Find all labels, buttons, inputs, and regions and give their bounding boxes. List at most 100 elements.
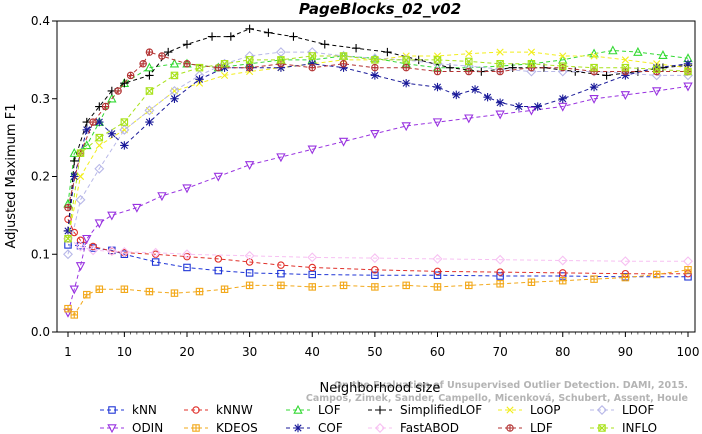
- data-point: [277, 261, 285, 269]
- data-point: [76, 149, 85, 157]
- data-point: [633, 46, 643, 56]
- data-point: [226, 32, 236, 41]
- data-point: [182, 40, 192, 49]
- data-point: [432, 253, 443, 264]
- legend-item-ldof: LDOF: [590, 403, 654, 417]
- series-line-knnw: [67, 219, 688, 275]
- data-point: [69, 147, 79, 157]
- data-point: [245, 24, 254, 33]
- data-point: [183, 60, 191, 68]
- y-axis: 0.0 0.1 0.2 0.3 0.4: [31, 14, 57, 339]
- data-point: [244, 161, 255, 171]
- data-point: [183, 263, 191, 272]
- data-point: [220, 71, 229, 80]
- data-point: [559, 52, 567, 60]
- data-point: [182, 249, 192, 260]
- data-point: [195, 75, 204, 84]
- data-point: [589, 48, 599, 58]
- legend-label: ODIN: [132, 421, 163, 434]
- data-point: [158, 52, 166, 60]
- data-point: [89, 242, 97, 251]
- legend-item-loop: LoOP: [498, 403, 561, 417]
- x-axis-label: Neighborhood size: [320, 381, 441, 396]
- data-point: [195, 287, 204, 296]
- data-point: [683, 82, 693, 92]
- data-point: [401, 79, 411, 88]
- data-point: [683, 256, 693, 267]
- legend-marker: [192, 424, 200, 432]
- legend-item-knn: kNN: [100, 403, 157, 417]
- data-point: [308, 52, 316, 60]
- data-point: [371, 266, 379, 274]
- data-point: [64, 203, 72, 212]
- watermark-line-1: On the Evaluation of Unsupervised Outlie…: [334, 380, 688, 391]
- data-point: [602, 71, 611, 80]
- series-ldf: [64, 48, 692, 212]
- data-point: [684, 67, 692, 76]
- x-tick-label: 50: [367, 345, 382, 359]
- series-fastabod: [63, 233, 693, 267]
- data-point: [371, 271, 379, 279]
- data-point: [433, 67, 442, 76]
- data-point: [496, 48, 504, 56]
- series-inflo: [64, 52, 692, 243]
- data-point: [338, 137, 349, 147]
- legend-item-simplifiedlof: SimplifiedLOF: [368, 403, 482, 417]
- data-point: [620, 91, 631, 101]
- legend-label: COF: [318, 421, 343, 434]
- x-tick-label: 90: [618, 345, 633, 359]
- data-point: [114, 87, 122, 95]
- data-point: [621, 56, 629, 64]
- series-cof: [63, 59, 693, 236]
- data-point: [371, 63, 379, 72]
- data-point: [63, 226, 73, 236]
- data-point: [452, 90, 461, 100]
- legend-marker: [598, 424, 606, 432]
- data-point: [684, 266, 692, 274]
- data-point: [245, 281, 254, 290]
- data-point: [621, 71, 630, 80]
- data-point: [64, 304, 72, 313]
- data-point: [620, 256, 631, 267]
- data-point: [213, 172, 224, 182]
- data-point: [75, 194, 86, 205]
- y-tick-label: 0.0: [31, 325, 50, 339]
- data-point: [652, 270, 661, 279]
- data-point: [320, 40, 329, 49]
- data-point: [76, 172, 85, 181]
- data-point: [75, 241, 86, 252]
- data-point: [70, 172, 79, 181]
- legend-item-knnw: kNNW: [184, 403, 253, 417]
- data-point: [89, 118, 97, 126]
- data-point: [590, 52, 598, 60]
- data-point: [195, 63, 204, 72]
- legend-label: LOF: [318, 403, 341, 417]
- data-point: [106, 246, 117, 257]
- data-point: [371, 56, 379, 64]
- legend-label: KDEOS: [216, 421, 258, 434]
- data-point: [370, 71, 380, 80]
- data-point: [276, 63, 286, 72]
- data-point: [70, 156, 79, 166]
- data-point: [496, 268, 504, 276]
- data-point: [402, 63, 410, 72]
- data-point: [401, 122, 411, 132]
- data-point: [170, 71, 179, 80]
- data-point: [119, 124, 130, 135]
- data-point: [120, 141, 129, 150]
- data-point: [145, 48, 154, 56]
- data-point: [245, 56, 254, 64]
- chart-title: PageBlocks_02_v02: [299, 0, 461, 18]
- plot-area: [63, 24, 693, 319]
- data-point: [170, 289, 179, 297]
- data-point: [308, 59, 317, 68]
- data-point: [101, 102, 110, 111]
- data-point: [70, 228, 79, 237]
- data-point: [308, 270, 316, 279]
- legend-marker: [597, 405, 607, 415]
- y-tick-label: 0.3: [31, 92, 50, 106]
- data-point: [214, 266, 223, 275]
- legend-label: kNNW: [216, 403, 253, 417]
- data-point: [94, 219, 105, 229]
- data-point: [369, 253, 380, 264]
